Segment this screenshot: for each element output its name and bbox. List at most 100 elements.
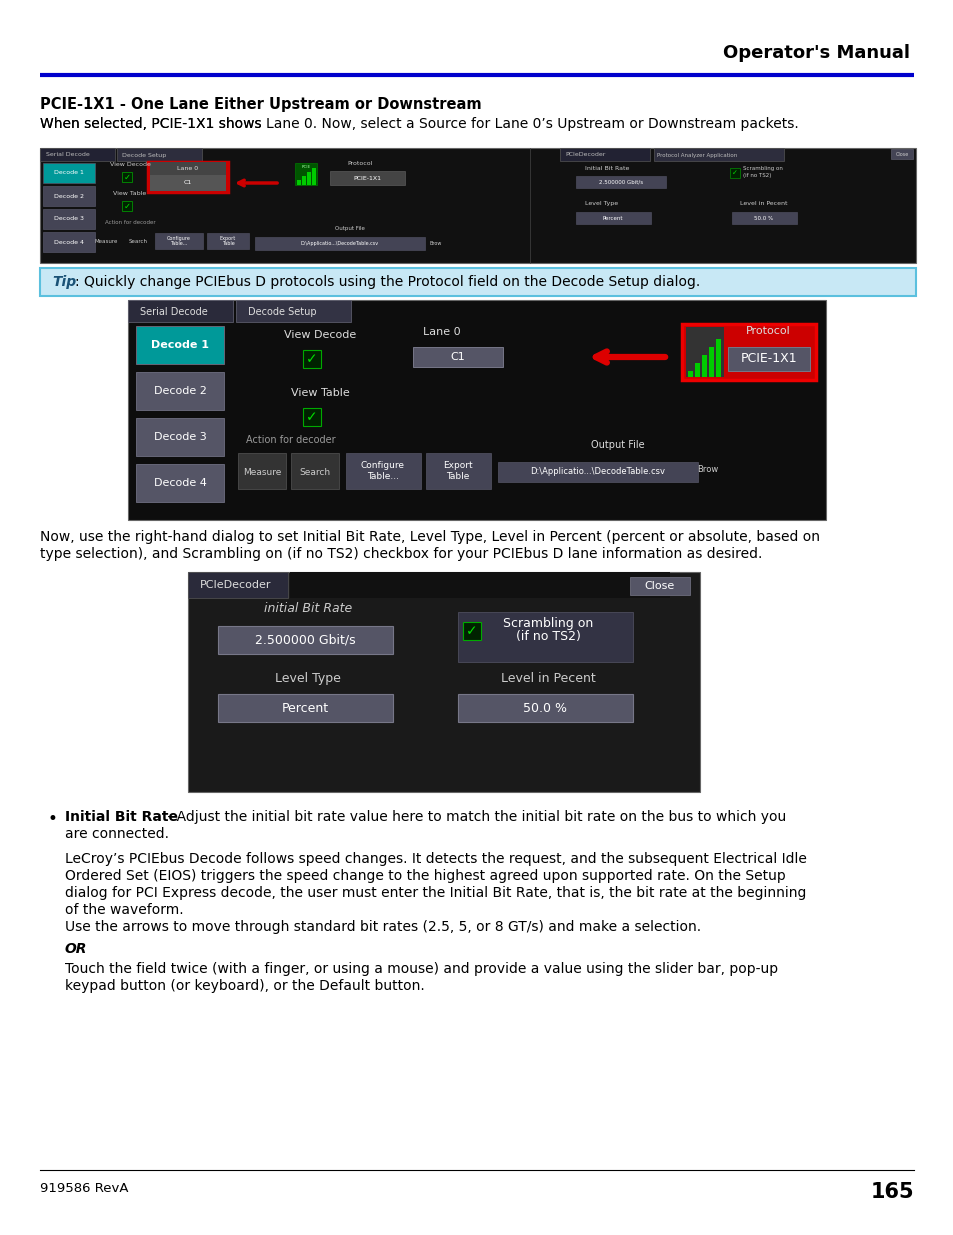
Bar [40,148,115,161]
Text: Decode 4: Decode 4 [153,478,206,488]
Text: Decode 3: Decode 3 [54,216,84,221]
Text: Use the arrows to move through standard bit rates (2.5, 5, or 8 GT/s) and make a: Use the arrows to move through standard … [65,920,700,934]
Text: Output File: Output File [335,226,365,231]
Text: type selection), and Scrambling on (if no TS2) checkbox for your PCIEbus D lane : type selection), and Scrambling on (if n… [40,547,761,561]
Text: Serial Decode: Serial Decode [140,308,208,317]
Text: Serial Decode: Serial Decode [46,152,90,158]
Bar [576,212,650,224]
Text: PCIE: PCIE [301,165,311,169]
Bar [457,613,633,662]
Bar [462,622,480,640]
Bar [150,175,226,191]
Text: When selected, PCIE-1X1 shows Lane 0. Now, select a Source for Lane 0’s Upstream: When selected, PCIE-1X1 shows Lane 0. No… [40,117,798,131]
Text: are connected.: are connected. [65,827,169,841]
Bar [218,694,393,722]
Text: Export
Table: Export Table [443,462,473,480]
Text: (if no TS2): (if no TS2) [515,630,579,643]
Text: Decode 4: Decode 4 [54,240,84,245]
Text: Scrambling on: Scrambling on [742,165,782,170]
Text: Protocol: Protocol [347,161,373,165]
Text: 165: 165 [869,1182,913,1202]
Bar [330,170,405,185]
Bar [701,354,706,377]
Bar [302,177,306,185]
Text: Decode 2: Decode 2 [153,387,206,396]
Bar [136,464,224,501]
Text: ✓: ✓ [731,170,738,177]
Text: Lane 0: Lane 0 [422,327,460,337]
Text: View Decode: View Decode [110,162,151,167]
Text: 919586 RevA: 919586 RevA [40,1182,129,1195]
Bar [122,172,132,182]
Text: Decode Setup: Decode Setup [248,308,316,317]
Bar [128,300,233,322]
Bar [237,453,286,489]
Bar [708,347,713,377]
Bar [117,148,202,161]
Text: ✓: ✓ [123,173,131,182]
Text: PCIeDecoder: PCIeDecoder [564,152,605,158]
Bar [559,148,649,161]
Bar [654,148,783,161]
Bar [890,149,912,159]
Bar [695,363,700,377]
Text: Configure
Table...: Configure Table... [167,236,191,247]
Bar [497,462,698,482]
Bar [150,162,226,175]
Text: dialog for PCI Express decode, the user must enter the Initial Bit Rate, that is: dialog for PCI Express decode, the user … [65,885,805,900]
Text: Configure
Table...: Configure Table... [360,462,405,480]
Bar [235,300,351,322]
Bar [731,212,796,224]
Text: ✓: ✓ [123,201,131,210]
Text: Decode 2: Decode 2 [54,194,84,199]
Bar [254,237,424,249]
Text: (if no TS2): (if no TS2) [742,173,771,178]
Text: C1: C1 [450,352,465,362]
Text: Close: Close [644,580,675,592]
Text: Level Type: Level Type [274,672,340,685]
Text: Percent: Percent [281,701,328,715]
Bar [457,694,633,722]
Text: Action for decoder: Action for decoder [105,220,155,225]
Text: PCIeDecoder: PCIeDecoder [200,580,272,590]
Text: Brow: Brow [430,241,442,246]
Bar [576,177,665,188]
Text: Initial Bit Rate: Initial Bit Rate [584,165,629,170]
Text: Ordered Set (EIOS) triggers the speed change to the highest agreed upon supporte: Ordered Set (EIOS) triggers the speed ch… [65,869,785,883]
Text: PCIE-1X1 - One Lane Either Upstream or Downstream: PCIE-1X1 - One Lane Either Upstream or D… [40,98,481,112]
Bar [136,417,224,456]
Bar [188,572,700,792]
Text: Search: Search [129,240,148,245]
Text: Tip: Tip [52,275,76,289]
Text: LeCroy’s PCIEbus Decode follows speed changes. It detects the request, and the s: LeCroy’s PCIEbus Decode follows speed ch… [65,852,806,866]
Text: ✓: ✓ [466,624,477,638]
Text: Level in Pecent: Level in Pecent [500,672,595,685]
Text: Export
Table: Export Table [219,236,236,247]
Text: Now, use the right-hand dialog to set Initial Bit Rate, Level Type, Level in Per: Now, use the right-hand dialog to set In… [40,530,820,543]
Bar [136,372,224,410]
Bar [188,572,288,598]
Text: Decode 3: Decode 3 [153,432,206,442]
Text: •: • [48,810,58,827]
Bar [291,453,338,489]
Text: C1: C1 [184,180,192,185]
Text: Level in Pecent: Level in Pecent [740,201,786,206]
Text: Protocol: Protocol [745,326,789,336]
Text: Level Type: Level Type [584,201,618,206]
Bar [40,268,915,296]
Bar [413,347,502,367]
Text: Close: Close [895,152,907,157]
Bar [122,201,132,211]
Bar [307,172,311,185]
Bar [303,408,320,426]
Text: Percent: Percent [602,215,622,221]
Text: Measure: Measure [94,240,117,245]
Bar [685,327,723,377]
Text: Brow: Brow [697,466,718,474]
Text: Decode 1: Decode 1 [54,170,84,175]
Text: 2.500000 Gbit/s: 2.500000 Gbit/s [254,634,355,646]
Bar [294,163,316,185]
Text: : Quickly change PCIEbus D protocols using the Protocol field on the Decode Setu: : Quickly change PCIEbus D protocols usi… [75,275,700,289]
Bar [136,326,224,364]
Bar [154,233,203,249]
